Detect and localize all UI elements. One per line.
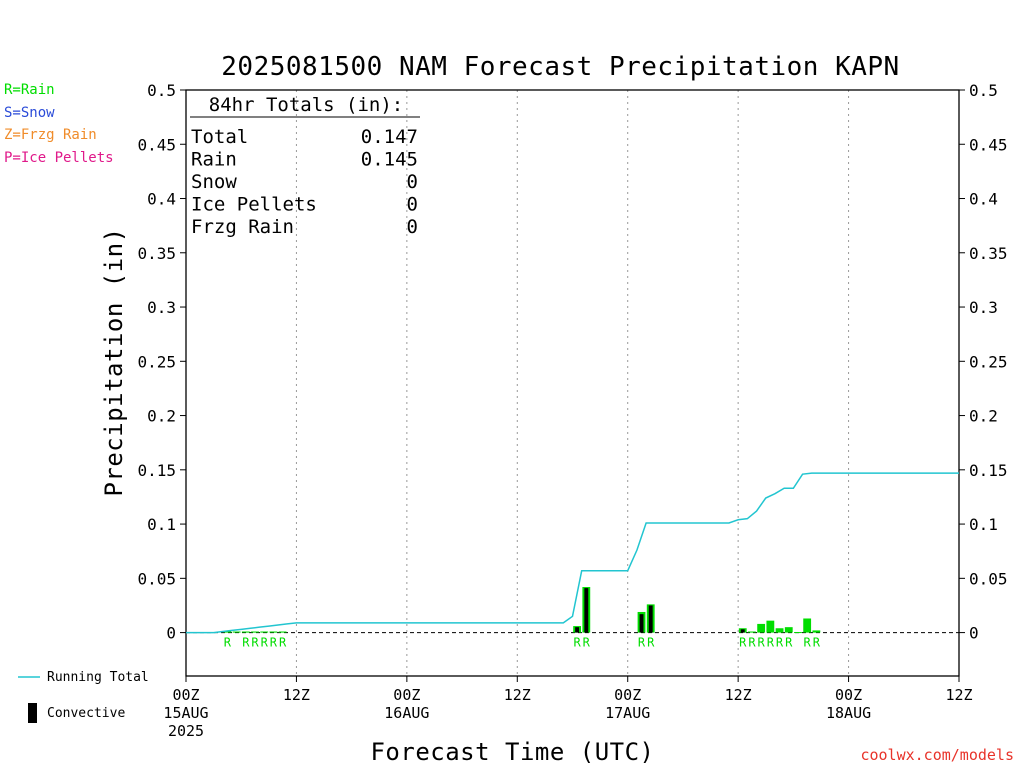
x-tick-label: 12Z: [504, 686, 531, 704]
totals-row-value: 0: [407, 194, 418, 216]
ptype-marker: R: [785, 636, 793, 650]
x-tick-label: 18AUG: [826, 704, 871, 722]
y-axis-label: Precipitation (in): [100, 227, 128, 496]
y-tick-label-right: 0.25: [969, 352, 1008, 371]
ptype-marker: R: [270, 636, 278, 650]
precip-bar: [260, 631, 269, 633]
y-tick-label-left: 0: [166, 624, 176, 643]
ptype-marker: R: [739, 636, 747, 650]
x-axis-label: Forecast Time (UTC): [370, 738, 654, 766]
x-tick-label: 12Z: [945, 686, 972, 704]
y-tick-label-right: 0.4: [969, 190, 998, 209]
y-tick-label-right: 0.1: [969, 515, 998, 534]
legend-ice-pellets: P=Ice Pellets: [4, 150, 114, 166]
x-tick-label: 12Z: [725, 686, 752, 704]
precip-bar: [223, 630, 232, 633]
y-tick-label-left: 0.3: [147, 298, 176, 317]
y-tick-label-right: 0.15: [969, 461, 1008, 480]
y-tick-label-right: 0.2: [969, 407, 998, 426]
legend-convective-label: Convective: [47, 706, 126, 721]
credit-text: coolwx.com/models: [860, 746, 1014, 764]
precip-bar: [784, 627, 793, 633]
y-tick-label-right: 0.35: [969, 244, 1008, 263]
y-tick-label-left: 0.2: [147, 407, 176, 426]
precip-bar: [803, 618, 812, 633]
x-tick-label: 2025: [168, 722, 204, 740]
y-tick-label-right: 0: [969, 624, 979, 643]
precip-bar: [794, 632, 802, 634]
ptype-marker: R: [279, 636, 287, 650]
convective-bar: [639, 614, 644, 633]
legend-running-total-label: Running Total: [47, 670, 149, 685]
y-tick-label-left: 0.5: [147, 81, 176, 100]
ptype-marker: R: [776, 636, 784, 650]
y-tick-label-left: 0.1: [147, 515, 176, 534]
ptype-marker: R: [251, 636, 259, 650]
y-tick-label-left: 0.05: [137, 569, 176, 588]
legend-convective-swatch: [28, 703, 37, 723]
y-tick-label-left: 0.35: [137, 244, 176, 263]
plot-frame: [185, 89, 960, 677]
precip-bar: [812, 630, 821, 633]
ptype-marker: R: [638, 636, 646, 650]
convective-bar: [648, 605, 653, 633]
y-tick-label-right: 0.5: [969, 81, 998, 100]
totals-row-label: Ice Pellets: [191, 194, 317, 216]
y-tick-label-left: 0.4: [147, 190, 176, 209]
ptype-marker: R: [813, 636, 821, 650]
y-tick-label-right: 0.05: [969, 569, 1008, 588]
x-tick-label: 17AUG: [605, 704, 650, 722]
convective-bar: [740, 629, 745, 633]
chart-title: 2025081500 NAM Forecast Precipitation KA…: [221, 52, 899, 82]
precip-bar: [241, 631, 250, 633]
totals-row-label: Snow: [191, 171, 237, 193]
ptype-marker: R: [647, 636, 655, 650]
x-tick-label: 12Z: [283, 686, 310, 704]
y-tick-label-left: 0.15: [137, 461, 176, 480]
convective-bar: [584, 588, 589, 633]
ptype-marker: R: [583, 636, 591, 650]
ptype-marker: R: [748, 636, 756, 650]
precip-bar: [232, 631, 241, 633]
convective-bar: [575, 627, 580, 633]
totals-row-value: 0.145: [361, 149, 418, 171]
precip-bar: [251, 631, 259, 633]
totals-row-value: 0: [407, 171, 418, 193]
x-tick-label: 15AUG: [163, 704, 208, 722]
totals-row-value: 0: [407, 216, 418, 238]
ptype-marker: R: [767, 636, 775, 650]
ptype-marker: R: [261, 636, 269, 650]
x-tick-label: 00Z: [172, 686, 199, 704]
totals-header: 84hr Totals (in):: [209, 94, 403, 116]
ptype-marker: R: [573, 636, 581, 650]
totals-row-label: Rain: [191, 149, 237, 171]
legend-rain: R=Rain: [4, 82, 55, 98]
ptype-marker: R: [224, 636, 232, 650]
precip-bar: [278, 631, 287, 633]
ptype-marker: R: [242, 636, 250, 650]
ptype-marker: R: [804, 636, 812, 650]
totals-row-label: Total: [191, 126, 248, 148]
ptype-marker: R: [758, 636, 766, 650]
precip-bar: [757, 623, 766, 633]
x-tick-label: 00Z: [393, 686, 420, 704]
precip-bar: [269, 631, 278, 633]
y-tick-label-left: 0.45: [137, 135, 176, 154]
x-tick-label: 16AUG: [384, 704, 429, 722]
precip-bar: [748, 631, 756, 633]
x-tick-label: 00Z: [614, 686, 641, 704]
y-tick-label-right: 0.3: [969, 298, 998, 317]
precip-bar: [775, 628, 784, 633]
y-tick-label-right: 0.45: [969, 135, 1008, 154]
legend-frzg-rain: Z=Frzg Rain: [4, 127, 97, 143]
legend-snow: S=Snow: [4, 105, 55, 121]
totals-row-label: Frzg Rain: [191, 216, 294, 238]
running-total-line: [186, 472, 959, 634]
x-tick-label: 00Z: [835, 686, 862, 704]
y-tick-label-left: 0.25: [137, 352, 176, 371]
totals-row-value: 0.147: [361, 126, 418, 148]
precip-bar: [766, 620, 775, 633]
